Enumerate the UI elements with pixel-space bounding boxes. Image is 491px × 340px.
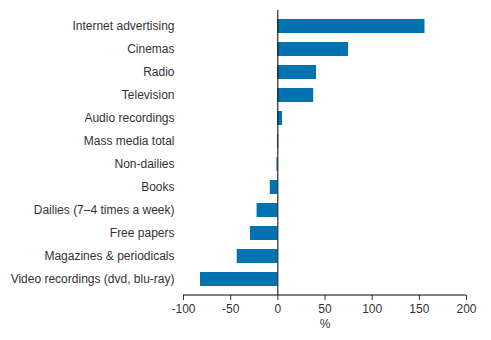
svg-text:Cinemas: Cinemas xyxy=(127,42,174,56)
svg-text:Television: Television xyxy=(122,88,175,102)
svg-text:Non-dailies: Non-dailies xyxy=(114,157,174,171)
svg-text:-100: -100 xyxy=(171,302,195,316)
svg-text:50: 50 xyxy=(318,302,332,316)
svg-text:200: 200 xyxy=(456,302,476,316)
svg-text:Internet advertising: Internet advertising xyxy=(72,19,174,33)
svg-text:-50: -50 xyxy=(222,302,240,316)
svg-text:Free papers: Free papers xyxy=(110,226,175,240)
svg-text:Radio: Radio xyxy=(143,65,175,79)
svg-text:Audio recordings: Audio recordings xyxy=(84,111,174,125)
svg-text:Video recordings (dvd, blu-ray: Video recordings (dvd, blu-ray) xyxy=(11,272,175,286)
svg-text:0: 0 xyxy=(274,302,281,316)
svg-text:Mass media total: Mass media total xyxy=(84,134,175,148)
svg-text:Magazines & periodicals: Magazines & periodicals xyxy=(44,249,174,263)
svg-text:%: % xyxy=(320,317,331,331)
svg-text:Books: Books xyxy=(141,180,174,194)
svg-text:150: 150 xyxy=(409,302,429,316)
svg-text:100: 100 xyxy=(362,302,382,316)
svg-text:Dailies (7–4 times a week): Dailies (7–4 times a week) xyxy=(34,203,175,217)
